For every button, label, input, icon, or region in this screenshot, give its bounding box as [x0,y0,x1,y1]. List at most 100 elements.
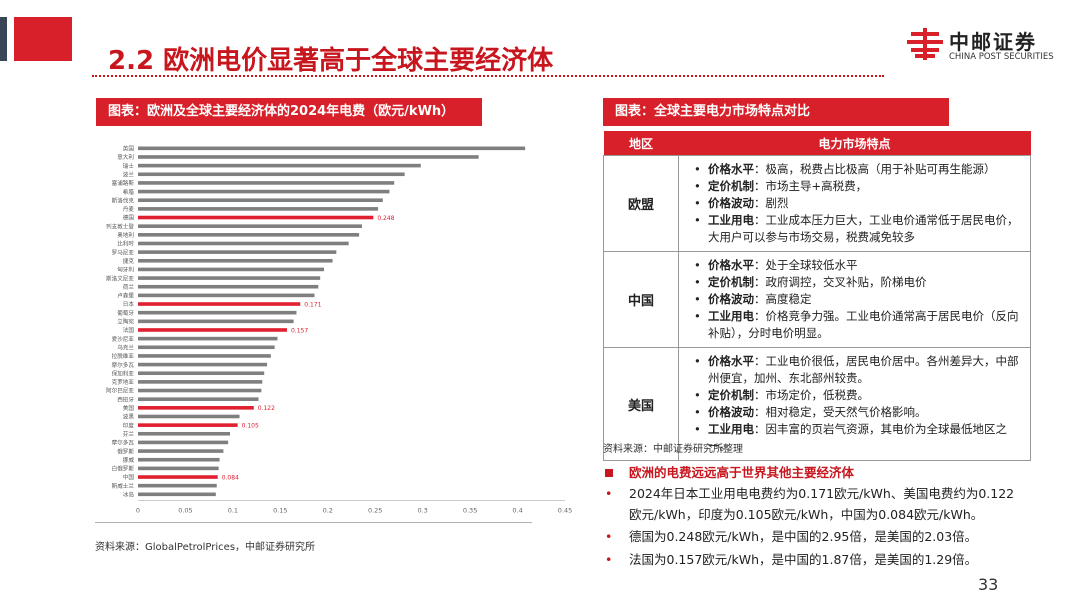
category-label: 斯威士兰 [112,482,135,490]
feature-item: 价格水平：工业电价很低，居民电价居中。各州差异大，中部州便宜，加州、东北部州较贵… [694,353,1023,387]
summary-point: 2024年日本工业用电电费约为0.171欧元/kWh、美国电费约为0.122欧元… [603,484,1023,525]
data-label: 0.157 [291,327,308,334]
category-label: 美国 [123,404,135,412]
bar [138,302,301,306]
category-label: 爱沙尼亚 [112,335,135,343]
category-label: 乌克兰 [117,343,134,351]
feature-value: ：因丰富的页岩气资源，其电价为全球最低地区之一。 [708,422,1007,453]
page-title: 2.2 欧洲电价显著高于全球主要经济体 [108,46,554,76]
features-cell: 价格水平：极高，税费占比极高（用于补贴可再生能源）定价机制：市场主导+高税费，价… [678,155,1031,252]
bar [138,224,362,228]
category-label: 捷克 [123,257,135,265]
feature-value: ：极高，税费占比极高（用于补贴可再生能源） [754,162,996,176]
x-tick-label: 0.1 [228,507,238,515]
bar [138,181,395,185]
bar [138,475,218,479]
bar [138,388,262,393]
category-label: 冰岛 [123,491,135,499]
logo-text-en: CHINA POST SECURITIES [949,52,1054,62]
category-label: 西班牙 [117,395,134,403]
bar [138,397,259,401]
summary-point: 法国为0.157欧元/kWh，是中国的1.87倍，是美国的1.29倍。 [603,550,1023,571]
feature-key: 定价机制 [708,275,754,289]
feature-value: ：工业电价很低，居民电价居中。各州差异大，中部州便宜，加州、东北部州较贵。 [708,354,1019,385]
feature-item: 工业用电：因丰富的页岩气资源，其电价为全球最低地区之一。 [694,421,1023,455]
data-label: 0.248 [377,215,394,222]
category-label: 葡萄牙 [117,309,134,317]
category-label: 奥地利 [117,231,134,239]
feature-key: 价格波动 [708,196,754,210]
feature-item: 工业用电：工业成本压力巨大，工业电价通常低于居民电价，大用户可以参与市场交易，税… [694,212,1023,246]
x-tick-label: 0.45 [558,507,572,515]
title-divider [92,75,884,77]
bar [138,267,324,272]
x-tick-label: 0.05 [178,507,192,515]
bar [138,319,294,324]
feature-key: 价格水平 [708,258,754,272]
chart-panel-header: 图表：欧洲及全球主要经济体的2024年电费（欧元/kWh） [96,98,482,126]
features-cell: 价格水平：处于全球较低水平定价机制：政府调控，交叉补贴，阶梯电价价格波动：高度稳… [678,251,1031,348]
bar [138,215,374,220]
bar [138,250,337,254]
summary-section: 欧洲的电费远远高于世界其他主要经济体 2024年日本工业用电电费约为0.171欧… [603,464,1023,570]
category-label: 拉脱维亚 [112,352,135,360]
feature-key: 价格水平 [708,354,754,368]
summary-point: 德国为0.248欧元/kWh，是中国的2.95倍，是美国的2.03倍。 [603,527,1023,548]
bar [138,310,297,315]
feature-value: ：市场定价，低税费。 [754,388,869,402]
logo-text-cn: 中邮证券 [949,30,1037,54]
feature-item: 定价机制：市场主导+高税费， [694,178,1023,195]
page-number: 33 [978,575,999,594]
category-label: 芬兰 [123,430,135,438]
x-tick-label: 0.35 [463,507,477,515]
feature-item: 工业用电：价格竞争力强。工业电价通常高于居民电价（反向补贴），分时电价明显。 [694,308,1023,342]
category-label: 摩尔多瓦 [112,439,135,447]
category-label: 德国 [123,214,135,222]
china-post-emblem-icon [907,28,943,60]
feature-key: 工业用电 [708,213,754,227]
corner-accent-bar [0,17,7,61]
summary-heading: 欧洲的电费远远高于世界其他主要经济体 [603,464,1023,482]
bar [138,492,216,497]
bar [138,423,238,427]
category-label: 卢森堡 [117,292,134,300]
category-label: 挪威 [123,456,135,464]
category-label: 罗马尼亚 [112,248,135,256]
bar [138,172,405,177]
category-label: 斯洛伐克 [112,196,135,204]
bar [138,466,219,471]
bar [138,198,383,203]
category-label: 印度 [123,421,135,429]
category-label: 希腊 [123,188,135,196]
feature-value: ：处于全球较低水平 [754,258,858,272]
bar [138,276,321,280]
bar [138,449,224,453]
category-label: 保加利亚 [112,369,135,377]
x-tick-label: 0.3 [417,507,427,515]
corner-accent-block [14,17,72,61]
bar [138,293,315,298]
bar [138,284,319,289]
category-label: 立陶宛 [117,318,134,326]
bar [138,380,263,384]
feature-value: ：价格竞争力强。工业电价通常高于居民电价（反向补贴），分时电价明显。 [708,309,1019,340]
company-logo: 中邮证券 CHINA POST SECURITIES [905,22,1075,67]
feature-value: ：工业成本压力巨大，工业电价通常低于居民电价，大用户可以参与市场交易，税费减免较… [708,213,1019,244]
category-label: 波兰 [123,170,135,178]
region-cell: 欧盟 [603,155,679,252]
bar [138,431,231,436]
category-label: 中国 [123,473,135,481]
bar [138,328,287,332]
feature-value: ：政府调控，交叉补贴，阶梯电价 [754,275,927,289]
feature-key: 工业用电 [708,309,754,323]
feature-value: ：剧烈 [754,196,789,210]
category-label: 法国 [123,326,135,334]
feature-key: 工业用电 [708,422,754,436]
bar [138,163,421,168]
bar [138,457,220,462]
feature-value: ：高度稳定 [754,292,812,306]
feature-item: 定价机制：政府调控，交叉补贴，阶梯电价 [694,274,1023,291]
category-label: 白俄罗斯 [112,465,135,473]
bar [138,483,217,488]
